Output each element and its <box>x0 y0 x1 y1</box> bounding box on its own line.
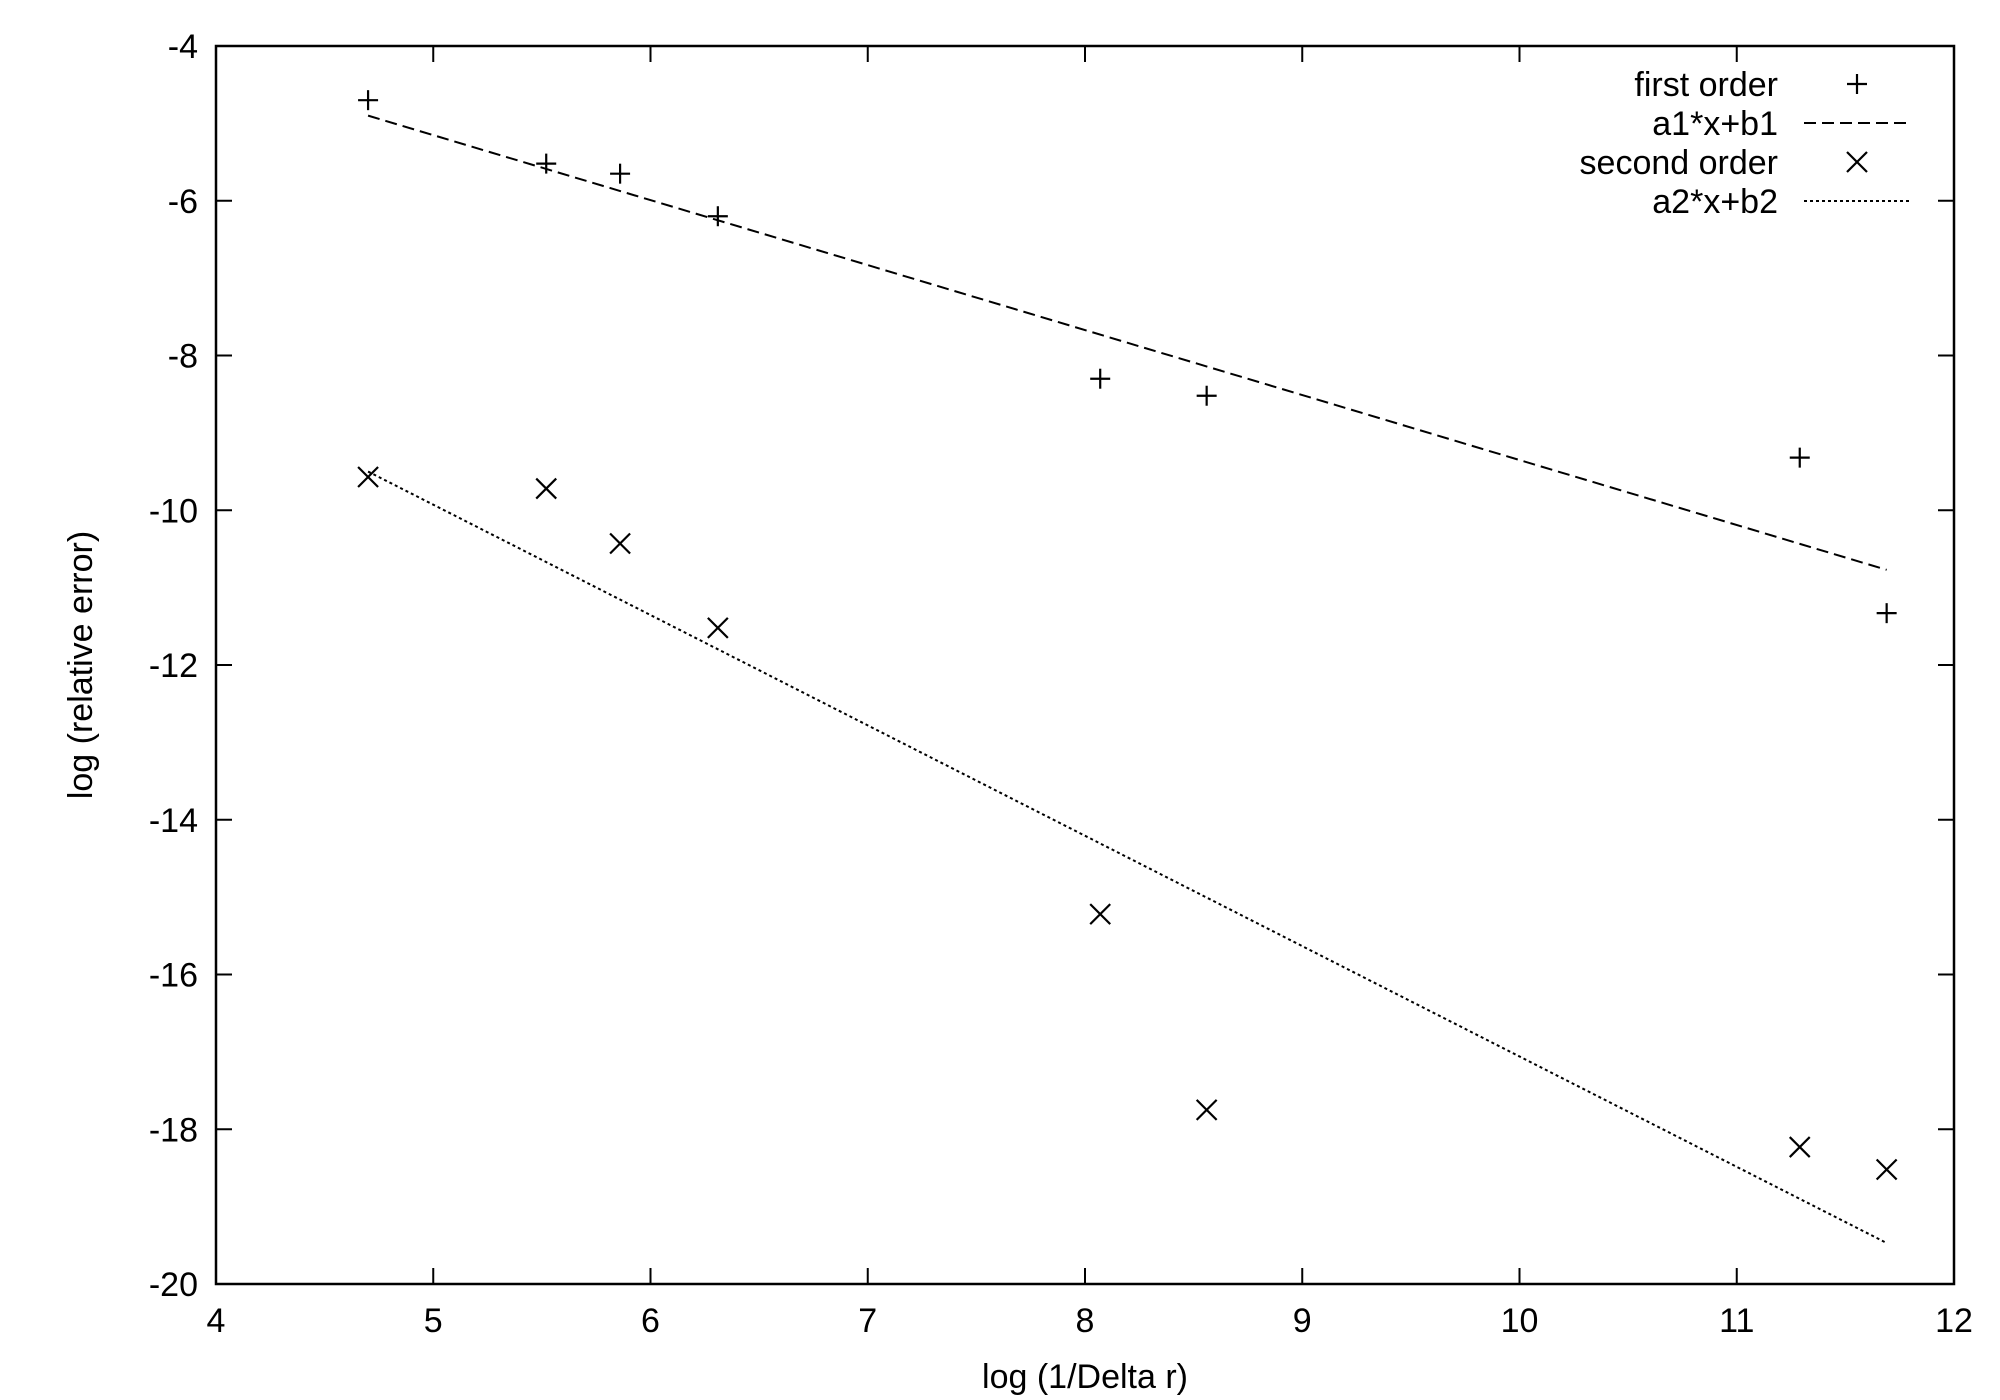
marker-stroke-b <box>1875 1158 1898 1181</box>
plus-point-series-1 <box>358 90 379 111</box>
x-axis-label: log (1/Delta r) <box>982 1358 1188 1396</box>
y-tick-label: -8 <box>168 338 198 376</box>
legend-marker-sample <box>1847 74 1867 94</box>
plus-point-series-1 <box>1090 368 1111 389</box>
plus-point-series-1 <box>610 163 631 184</box>
legend-label: second order <box>1580 144 1778 182</box>
legend-marker-stroke-b <box>1846 151 1868 173</box>
x-tick-label: 4 <box>207 1302 226 1340</box>
plus-point-series-1 <box>1196 385 1217 406</box>
legend-label: a2*x+b2 <box>1652 183 1778 221</box>
y-axis-label: log (relative error) <box>62 531 100 799</box>
legend-label: a1*x+b1 <box>1652 105 1778 143</box>
marker-stroke-b <box>1089 903 1111 925</box>
cross-point-series-3 <box>609 532 631 555</box>
marker-stroke-b <box>1195 1099 1218 1121</box>
cross-point-series-3 <box>1089 903 1111 925</box>
legend-label: first order <box>1634 66 1778 104</box>
x-tick-label: 12 <box>1935 1302 1973 1340</box>
legend-marker-sample <box>1846 151 1868 173</box>
axis-ticks: 4 5 6 7 8 9 10 11 12 -4 -6 -8 -10 -12 -14 -16 -18 -20 <box>149 28 1973 1340</box>
x-tick-label: 7 <box>858 1302 877 1340</box>
plot-marks <box>357 90 1898 1244</box>
y-tick-label: -14 <box>149 802 198 840</box>
x-tick-label: 9 <box>1293 1302 1312 1340</box>
marker-stroke-b <box>1788 1136 1811 1158</box>
x-tick-label: 11 <box>1719 1302 1754 1340</box>
x-tick-label: 10 <box>1501 1302 1539 1340</box>
fit-line-series-4 <box>367 470 1888 1244</box>
y-tick-label: -6 <box>168 183 198 221</box>
y-tick-label: -16 <box>149 957 198 995</box>
cross-point-series-3 <box>1788 1136 1811 1158</box>
plus-point-series-1 <box>536 153 557 174</box>
x-tick-label: 8 <box>1076 1302 1095 1340</box>
y-tick-label: -4 <box>168 28 198 66</box>
x-tick-label: 6 <box>641 1302 660 1340</box>
y-tick-label: -20 <box>149 1266 198 1304</box>
fit-line-series-2 <box>367 114 1887 571</box>
plus-point-series-1 <box>1789 447 1810 468</box>
y-tick-label: -12 <box>149 647 198 685</box>
cross-point-series-3 <box>535 477 557 500</box>
plus-point-series-1 <box>707 206 728 227</box>
cross-point-series-3 <box>357 466 379 488</box>
y-tick-label: -10 <box>149 492 198 530</box>
plot-frame <box>214 44 1956 1286</box>
plus-point-series-1 <box>1876 603 1897 624</box>
cross-point-series-3 <box>707 617 729 639</box>
marker-stroke-b <box>707 617 729 639</box>
cross-point-series-3 <box>1195 1099 1218 1121</box>
marker-stroke-b <box>609 532 631 555</box>
y-tick-label: -18 <box>149 1111 198 1149</box>
x-tick-label: 5 <box>424 1302 443 1340</box>
marker-stroke-b <box>357 466 379 488</box>
marker-stroke-b <box>535 477 557 500</box>
cross-point-series-3 <box>1875 1158 1898 1181</box>
